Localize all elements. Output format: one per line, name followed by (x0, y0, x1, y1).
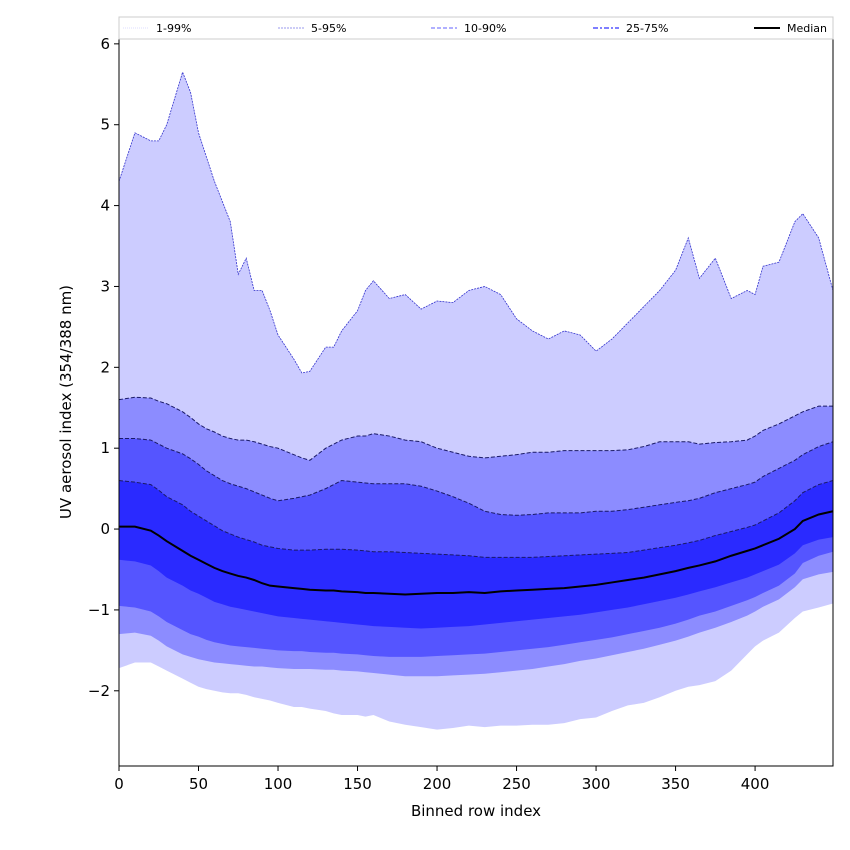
legend-label: 5-95% (311, 22, 346, 35)
y-axis: −2 −1 0 1 2 3 4 5 6 (88, 35, 119, 700)
y-tick-label: −1 (88, 601, 110, 619)
legend: 1-99% 5-95% 10-90% 25-75% Median (118, 16, 834, 40)
legend-label: 10-90% (464, 22, 506, 35)
y-tick-label: 4 (100, 197, 110, 215)
x-tick-label: 50 (189, 775, 208, 793)
y-tick-label: −2 (88, 682, 110, 700)
y-tick-label: 0 (100, 520, 110, 538)
y-tick-label: 1 (100, 439, 110, 457)
band-25-75 (119, 480, 833, 629)
line-p90 (119, 437, 834, 516)
x-tick-label: 200 (423, 775, 452, 793)
x-axis: 0 50 100 150 200 250 300 350 400 (114, 766, 769, 793)
x-tick-label: 150 (343, 775, 372, 793)
y-tick-label: 5 (100, 116, 110, 134)
legend-label: Median (787, 22, 827, 35)
y-tick-label: 2 (100, 358, 110, 376)
line-p75 (118, 480, 834, 558)
legend-label: 25-75% (626, 22, 668, 35)
line-p95 (118, 396, 833, 461)
y-tick-label: 3 (100, 277, 110, 295)
percentile-lines (118, 70, 834, 596)
y-axis-label: UV aerosol index (354/388 nm) (57, 285, 75, 519)
percentile-bands (119, 72, 833, 730)
x-tick-label: 300 (582, 775, 611, 793)
line-median (119, 510, 834, 596)
legend-box (118, 16, 834, 40)
legend-label: 1-99% (156, 22, 191, 35)
line-p99 (118, 70, 834, 374)
y-tick-label: 6 (100, 35, 110, 53)
x-tick-label: 250 (502, 775, 531, 793)
x-tick-label: 100 (264, 775, 293, 793)
x-tick-label: 400 (741, 775, 770, 793)
x-axis-label: Binned row index (411, 802, 541, 820)
x-tick-label: 0 (114, 775, 124, 793)
x-tick-label: 350 (661, 775, 690, 793)
